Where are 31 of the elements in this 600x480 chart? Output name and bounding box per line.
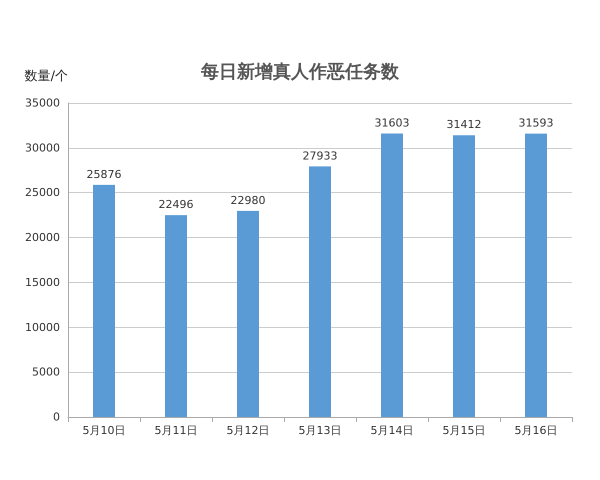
x-tick-label: 5月12日 (226, 424, 270, 437)
y-tick-label: 20000 (25, 231, 60, 244)
x-tick-label: 5月10日 (82, 424, 126, 437)
x-tick-label: 5月16日 (514, 424, 558, 437)
bar (453, 135, 475, 417)
y-tick-label: 30000 (25, 141, 60, 154)
x-tick-label: 5月13日 (298, 424, 342, 437)
y-axis-title: 数量/个 (24, 69, 68, 84)
y-tick-label: 0 (53, 410, 60, 424)
x-tick-label: 5月15日 (442, 424, 486, 437)
data-label: 22980 (230, 194, 266, 207)
bar (381, 133, 403, 417)
data-label: 22496 (158, 198, 194, 212)
y-tick-label: 10000 (25, 320, 60, 334)
bar (165, 215, 187, 417)
x-tick-label: 5月11日 (154, 424, 198, 437)
chart-title: 每日新增真人作恶任务数 (200, 62, 400, 82)
data-label: 31603 (374, 116, 410, 130)
y-tick-label: 5000 (32, 366, 60, 379)
bar (309, 166, 331, 417)
y-tick-label: 15000 (25, 276, 60, 289)
data-label: 25876 (86, 168, 122, 181)
data-label: 31593 (518, 116, 554, 130)
bar (237, 210, 259, 417)
x-tick-label: 5月14日 (370, 424, 414, 437)
bar (525, 134, 547, 417)
y-tick-label: 35000 (25, 96, 60, 110)
data-label: 27933 (302, 149, 338, 162)
data-label: 31412 (446, 118, 482, 132)
bar (93, 184, 115, 417)
y-tick-label: 25000 (25, 186, 60, 200)
